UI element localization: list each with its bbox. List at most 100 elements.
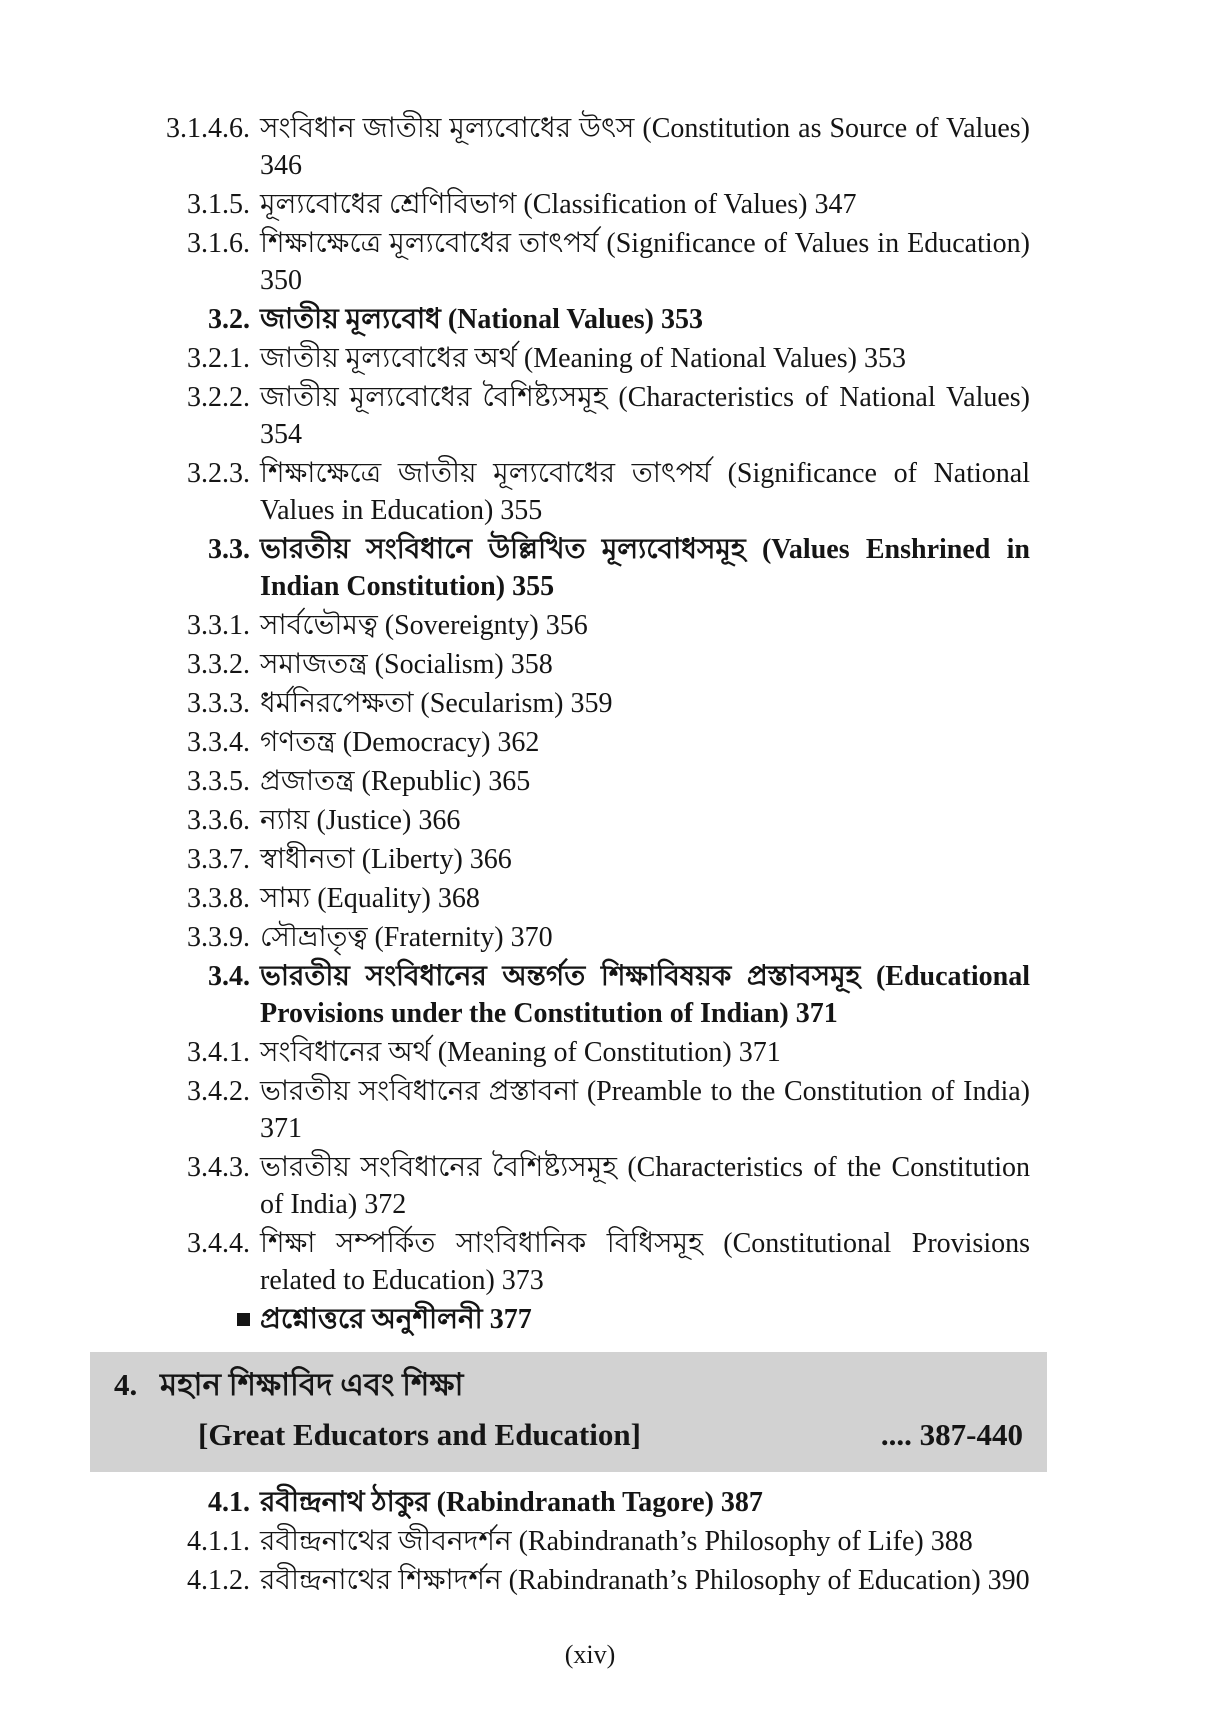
toc-entry-label: জাতীয় মূল্যবোধের অর্থ (Meaning of Natio…: [260, 343, 857, 374]
toc-entry-label: জাতীয় মূল্যবোধের বৈশিষ্ট্যসমূহ (Charact…: [260, 382, 1030, 413]
toc-entry-text: সার্বভৌমত্ব (Sovereignty) 356: [260, 607, 1030, 644]
toc-entry-text: ভারতীয় সংবিধানের অন্তর্গত শিক্ষাবিষয়ক …: [260, 958, 1030, 1032]
toc-entry-number: 3.3.6.: [187, 805, 250, 836]
toc-entry-page: 350: [260, 265, 302, 296]
toc-entry-text: ভারতীয় সংবিধানের প্রস্তাবনা (Preamble t…: [260, 1073, 1030, 1147]
toc-entry-label: শিক্ষাক্ষেত্রে জাতীয় মূল্যবোধের তাৎপর্য…: [260, 458, 1030, 526]
chapter-4-number: 4.: [114, 1367, 138, 1402]
toc-entry-text: ভারতীয় সংবিধানের বৈশিষ্ট্যসমূহ (Charact…: [260, 1149, 1030, 1223]
toc-entry-number: 3.3.1.: [187, 610, 250, 641]
toc-entry-label: সংবিধান জাতীয় মূল্যবোধের উৎস (Constitut…: [260, 113, 1030, 144]
toc-entry-number: 4.1.1.: [187, 1526, 250, 1557]
toc-entry-label: সৌভ্রাতৃত্ব (Fraternity): [260, 922, 504, 953]
toc-entry: 4.1.2. রবীন্দ্রনাথের শিক্ষাদর্শন (Rabind…: [150, 1562, 1030, 1599]
toc-entry-text: জাতীয় মূল্যবোধের অর্থ (Meaning of Natio…: [260, 340, 1030, 377]
toc-entry-number: 3.3.4.: [187, 727, 250, 758]
toc-entry-text: ন্যায় (Justice) 366: [260, 802, 1030, 839]
toc-entry-number: 3.4.1.: [187, 1037, 250, 1068]
toc-entry-page: 355: [500, 495, 543, 526]
toc-entry-number: 4.1.2.: [187, 1565, 250, 1596]
toc-entry-number: 3.3.3.: [187, 688, 250, 719]
toc-entry-label: সাম্য (Equality): [260, 883, 431, 914]
toc-entry-text: ভারতীয় সংবিধানে উল্লিখিত মূল্যবোধসমূহ (…: [260, 531, 1030, 605]
toc-entry-page: 356: [545, 610, 588, 641]
chapter-4-page-range: .... 387-440: [881, 1410, 1023, 1460]
square-bullet-icon: [237, 1313, 250, 1326]
toc-entry: 3.2.3. শিক্ষাক্ষেত্রে জাতীয় মূল্যবোধের …: [150, 455, 1030, 529]
toc-entry-page: 353: [863, 343, 906, 374]
chapter-4-title-english: [Great Educators and Education]: [198, 1417, 641, 1452]
toc-entry-page: 370: [510, 922, 553, 953]
toc-section-4: 4.1. রবীন্দ্রনাথ ঠাকুর (Rabindranath Tag…: [0, 1484, 1030, 1599]
toc-entry-number: 3.2.2.: [187, 382, 250, 413]
toc-entry-text: সমাজতন্ত্র (Socialism) 358: [260, 646, 1030, 683]
toc-entry-number: 3.4.3.: [187, 1152, 250, 1183]
toc-entry: 3.4.4. শিক্ষা সম্পর্কিত সাংবিধানিক বিধিস…: [150, 1225, 1030, 1299]
toc-entry-page: 355: [512, 571, 555, 602]
toc-entry: 3.3.5. প্রজাতন্ত্র (Republic) 365: [150, 763, 1030, 800]
toc-entry-text: প্রশ্নোত্তরে অনুশীলনী 377: [260, 1301, 1030, 1338]
toc-entry: 4.1. রবীন্দ্রনাথ ঠাকুর (Rabindranath Tag…: [150, 1484, 1030, 1521]
toc-entry-number: 3.4.: [208, 961, 250, 992]
toc-entry-page: 371: [260, 1113, 302, 1144]
toc-entry-label: জাতীয় মূল্যবোধ (National Values): [260, 304, 655, 335]
dot-leader: ....: [880, 1417, 912, 1452]
toc-entry-label: ভারতীয় সংবিধানে উল্লিখিত মূল্যবোধসমূহ (…: [260, 534, 1030, 602]
toc-entry: 3.1.6. শিক্ষাক্ষেত্রে মূল্যবোধের তাৎপর্য…: [150, 225, 1030, 299]
toc-entry-text: স্বাধীনতা (Liberty) 366: [260, 841, 1030, 878]
toc-entry: 3.4.2. ভারতীয় সংবিধানের প্রস্তাবনা (Pre…: [150, 1073, 1030, 1147]
toc-entry-label: ভারতীয় সংবিধানের বৈশিষ্ট্যসমূহ (Charact…: [260, 1152, 1030, 1220]
toc-entry-text: সৌভ্রাতৃত্ব (Fraternity) 370: [260, 919, 1030, 956]
toc-entry-number: 3.2.: [208, 304, 250, 335]
toc-entry: 3.3.7. স্বাধীনতা (Liberty) 366: [150, 841, 1030, 878]
toc-entry-page: 373: [501, 1265, 544, 1296]
toc-entry-number: 3.3.: [208, 534, 250, 565]
toc-entry-label: রবীন্দ্রনাথের জীবনদর্শন (Rabindranath’s …: [260, 1526, 924, 1557]
toc-entry-page: 372: [364, 1189, 407, 1220]
toc-entry: 3.2.2. জাতীয় মূল্যবোধের বৈশিষ্ট্যসমূহ (…: [150, 379, 1030, 453]
toc-entry-page: 365: [488, 766, 531, 797]
toc-entry-label: রবীন্দ্রনাথের শিক্ষাদর্শন (Rabindranath’…: [260, 1565, 981, 1596]
chapter-4-pages: 387-440: [919, 1417, 1023, 1452]
toc-entry-page: 347: [814, 189, 857, 220]
toc-entry-page: 353: [661, 304, 704, 335]
toc-entry-label: সমাজতন্ত্র (Socialism): [260, 649, 504, 680]
toc-entry: প্রশ্নোত্তরে অনুশীলনী 377: [150, 1301, 1030, 1338]
toc-entry: 3.2.1. জাতীয় মূল্যবোধের অর্থ (Meaning o…: [150, 340, 1030, 377]
toc-entry-number: 3.3.9.: [187, 922, 250, 953]
toc-entry-page: 366: [469, 844, 512, 875]
toc-entry-label: ন্যায় (Justice): [260, 805, 412, 836]
chapter-4-subtitle-line: [Great Educators and Education] .... 387…: [114, 1410, 1023, 1460]
toc-entry-number: 3.3.8.: [187, 883, 250, 914]
toc-entry-number: 3.3.2.: [187, 649, 250, 680]
toc-entry-text: সংবিধান জাতীয় মূল্যবোধের উৎস (Constitut…: [260, 110, 1030, 184]
toc-entry-page: 377: [489, 1304, 532, 1335]
toc-entry: 3.3.9. সৌভ্রাতৃত্ব (Fraternity) 370: [150, 919, 1030, 956]
toc-entry-number: 3.3.5.: [187, 766, 250, 797]
toc-entry: 3.1.5. মূল্যবোধের শ্রেণিবিভাগ (Classific…: [150, 186, 1030, 223]
page-number-footer: (xiv): [564, 1640, 616, 1669]
toc-entry-page: 346: [260, 150, 302, 181]
toc-entry-label: সংবিধানের অর্থ (Meaning of Constitution): [260, 1037, 732, 1068]
toc-entry-text: রবীন্দ্রনাথের জীবনদর্শন (Rabindranath’s …: [260, 1523, 1030, 1560]
toc-entry-label: মূল্যবোধের শ্রেণিবিভাগ (Classification o…: [260, 189, 808, 220]
toc-entry-number: 3.1.6.: [187, 228, 250, 259]
toc-entry: 3.3.1. সার্বভৌমত্ব (Sovereignty) 356: [150, 607, 1030, 644]
toc-entry-page: 358: [510, 649, 553, 680]
toc-entry: 3.3.6. ন্যায় (Justice) 366: [150, 802, 1030, 839]
toc-entry-label: সার্বভৌমত্ব (Sovereignty): [260, 610, 539, 641]
toc-entry-label: শিক্ষা সম্পর্কিত সাংবিধানিক বিধিসমূহ (Co…: [260, 1228, 1030, 1296]
toc-entry-label: ধর্মনিরপেক্ষতা (Secularism): [260, 688, 564, 719]
toc-entry-page: 371: [738, 1037, 781, 1068]
toc-entry-label: গণতন্ত্র (Democracy): [260, 727, 491, 758]
toc-entry-label: প্রশ্নোত্তরে অনুশীলনী: [260, 1304, 483, 1335]
toc-entry-number: [150, 1301, 250, 1338]
toc-entry-text: রবীন্দ্রনাথের শিক্ষাদর্শন (Rabindranath’…: [260, 1562, 1030, 1599]
toc-entry: 3.4.3. ভারতীয় সংবিধানের বৈশিষ্ট্যসমূহ (…: [150, 1149, 1030, 1223]
toc-entry: 3.3.8. সাম্য (Equality) 368: [150, 880, 1030, 917]
toc-entry-page: 359: [570, 688, 613, 719]
toc-entry-page: 388: [930, 1526, 973, 1557]
toc-entry-text: শিক্ষা সম্পর্কিত সাংবিধানিক বিধিসমূহ (Co…: [260, 1225, 1030, 1299]
toc-entry: 3.4.1. সংবিধানের অর্থ (Meaning of Consti…: [150, 1034, 1030, 1071]
toc-entry: 3.3.2. সমাজতন্ত্র (Socialism) 358: [150, 646, 1030, 683]
